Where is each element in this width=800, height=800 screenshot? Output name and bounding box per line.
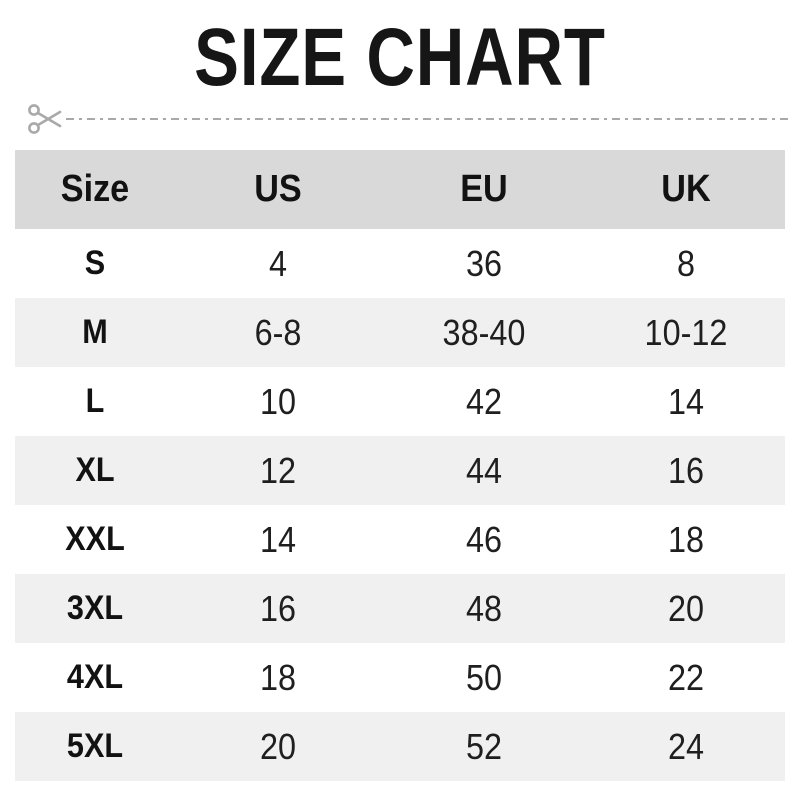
table-row: 3XL 16 48 20: [15, 574, 785, 643]
us-value: 10: [259, 380, 297, 422]
eu-value: 52: [465, 725, 503, 767]
uk-value: 24: [667, 725, 705, 767]
size-label: 3XL: [66, 589, 124, 627]
column-header-uk: UK: [661, 168, 711, 210]
us-value: 18: [259, 656, 297, 698]
us-value: 14: [259, 518, 297, 560]
us-value: 20: [259, 725, 297, 767]
size-label: M: [82, 313, 108, 351]
size-label: XXL: [65, 520, 125, 558]
us-value: 16: [259, 587, 297, 629]
eu-value: 42: [465, 380, 503, 422]
column-header-eu: EU: [460, 168, 508, 210]
column-header-us: US: [254, 168, 302, 210]
uk-value: 10-12: [644, 311, 728, 353]
dashed-cut-line: [66, 118, 790, 120]
table-header-row: Size US EU UK: [15, 150, 785, 229]
us-value: 4: [268, 242, 288, 284]
eu-value: 36: [465, 242, 503, 284]
scissors-icon: [27, 102, 63, 141]
table-row: M 6-8 38-40 10-12: [15, 298, 785, 367]
us-value: 6-8: [254, 311, 302, 353]
uk-value: 16: [667, 449, 705, 491]
table-row: S 4 36 8: [15, 229, 785, 298]
cut-line: [0, 100, 800, 140]
us-value: 12: [259, 449, 297, 491]
uk-value: 14: [667, 380, 705, 422]
uk-value: 20: [667, 587, 705, 629]
eu-value: 44: [465, 449, 503, 491]
size-table: Size US EU UK S 4 36 8 M 6-8 38-40 10-12…: [15, 150, 785, 781]
eu-value: 38-40: [442, 311, 526, 353]
eu-value: 50: [465, 656, 503, 698]
uk-value: 22: [667, 656, 705, 698]
eu-value: 48: [465, 587, 503, 629]
size-label: L: [85, 382, 105, 420]
page-title: SIZE CHART: [194, 12, 606, 103]
size-chart-page: SIZE CHART Size US EU UK S 4 36 8 M: [0, 12, 800, 781]
table-row: 5XL 20 52 24: [15, 712, 785, 781]
table-row: L 10 42 14: [15, 367, 785, 436]
eu-value: 46: [465, 518, 503, 560]
size-label: XL: [75, 451, 115, 489]
table-row: XL 12 44 16: [15, 436, 785, 505]
table-row: XXL 14 46 18: [15, 505, 785, 574]
uk-value: 18: [667, 518, 705, 560]
size-label: 4XL: [66, 658, 124, 696]
uk-value: 8: [676, 242, 696, 284]
table-row: 4XL 18 50 22: [15, 643, 785, 712]
column-header-size: Size: [60, 168, 130, 210]
size-label: 5XL: [66, 727, 124, 765]
size-label: S: [84, 244, 106, 282]
